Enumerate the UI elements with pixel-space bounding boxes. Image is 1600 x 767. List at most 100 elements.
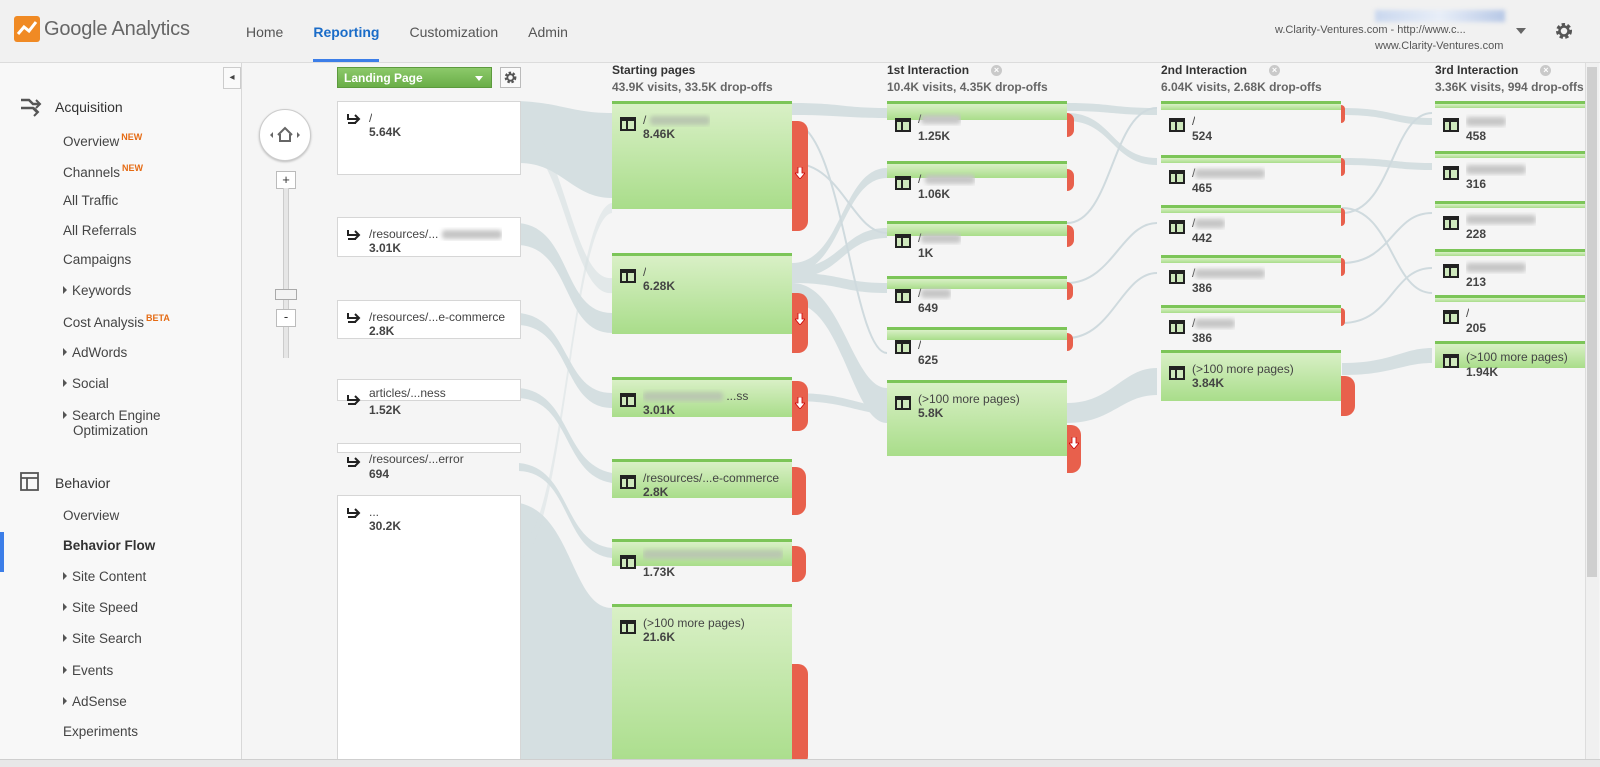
page-node[interactable]: (>100 more pages) 3.84K xyxy=(1161,350,1341,401)
dropoff-bar[interactable] xyxy=(1067,169,1074,191)
page-node[interactable]: / 442 xyxy=(1161,205,1341,245)
landing-node[interactable]: / 5.64K xyxy=(337,101,521,175)
page-node[interactable]: 1.73K xyxy=(612,539,792,579)
sidebar-item-site-search[interactable]: Site Search xyxy=(63,631,142,646)
dropoff-bar[interactable] xyxy=(1341,158,1345,176)
node-title: articles/...ness xyxy=(369,386,446,400)
page-node[interactable]: / 386 xyxy=(1161,255,1341,295)
page-node[interactable]: 213 xyxy=(1435,249,1595,289)
landing-node[interactable]: articles/...ness 1.52K xyxy=(337,379,521,417)
page-node[interactable]: / 8.46K xyxy=(612,101,792,209)
nav-admin[interactable]: Admin xyxy=(528,24,568,40)
sidebar-item-channels[interactable]: Channels NEW xyxy=(63,163,144,180)
sidebar-item-seo[interactable]: Search Engine xyxy=(63,408,161,423)
page-node[interactable]: ...ss 3.01K xyxy=(612,377,792,417)
page-node[interactable]: / 649 xyxy=(887,276,1067,315)
nav-reporting[interactable]: Reporting xyxy=(313,0,380,62)
page-node[interactable]: / 524 xyxy=(1161,101,1341,143)
page-node[interactable]: / 6.28K xyxy=(612,253,792,334)
sidebar-item-all-traffic[interactable]: All Traffic xyxy=(63,193,119,208)
sidebar-item-all-referrals[interactable]: All Referrals xyxy=(63,223,137,238)
landing-node[interactable]: /resources/... 3.01K xyxy=(337,217,521,257)
dropoff-bar[interactable] xyxy=(792,664,808,766)
pan-home-control[interactable] xyxy=(259,109,311,161)
zoom-slider-track[interactable] xyxy=(283,188,289,358)
node-value: 1.73K xyxy=(643,565,676,579)
collapse-sidebar-button[interactable]: ◂ xyxy=(223,67,241,89)
node-value: 5.8K xyxy=(918,406,944,420)
dropoff-bar[interactable] xyxy=(792,467,806,515)
sidebar-item-site-content[interactable]: Site Content xyxy=(63,569,146,584)
page-node[interactable]: / 1.25K xyxy=(887,101,1067,143)
sidebar-item-adsense[interactable]: AdSense xyxy=(63,694,127,709)
dropoff-bar[interactable] xyxy=(792,121,808,231)
page-node[interactable]: (>100 more pages) 5.8K xyxy=(887,380,1067,456)
dropoff-bar[interactable] xyxy=(1067,113,1074,137)
zoom-in-button[interactable]: + xyxy=(276,171,296,189)
page-node[interactable]: /resources/...e-commerce 2.8K xyxy=(612,459,792,499)
dropoff-bar[interactable] xyxy=(792,381,808,431)
close-icon[interactable]: × xyxy=(1540,65,1552,76)
zoom-out-button[interactable]: - xyxy=(276,309,296,327)
page-node[interactable]: 458 xyxy=(1435,101,1595,143)
vertical-scrollbar[interactable] xyxy=(1585,63,1599,766)
sidebar-item-campaigns[interactable]: Campaigns xyxy=(63,252,132,267)
column-header-3rd-interaction: 3rd Interaction × 3.36K visits, 994 drop-… xyxy=(1435,63,1584,94)
page-node[interactable]: / 205 xyxy=(1435,295,1595,335)
dropoff-bar[interactable] xyxy=(1067,225,1074,247)
sidebar-item-keywords[interactable]: Keywords xyxy=(63,283,131,298)
dimension-dropdown[interactable]: Landing Page xyxy=(337,67,492,88)
page-node[interactable]: / 625 xyxy=(887,327,1067,367)
sidebar-section-label: Acquisition xyxy=(55,99,123,115)
sidebar-item-adwords[interactable]: AdWords xyxy=(63,345,127,360)
dropoff-bar[interactable] xyxy=(1341,376,1355,416)
horizontal-scrollbar[interactable] xyxy=(0,759,1600,767)
dropoff-bar[interactable] xyxy=(1067,333,1073,351)
dropoff-bar[interactable] xyxy=(1341,308,1345,326)
node-title: / xyxy=(918,231,962,245)
page-node[interactable]: / 1K xyxy=(887,221,1067,260)
landing-node[interactable]: ... 30.2K xyxy=(337,495,521,766)
sidebar-item-overview[interactable]: Overview NEW xyxy=(63,132,143,149)
sidebar-item-social[interactable]: Social xyxy=(63,376,109,391)
sidebar-item-behavior-overview[interactable]: Overview xyxy=(63,508,120,523)
page-node[interactable]: / 1.06K xyxy=(887,161,1067,201)
gear-icon[interactable] xyxy=(500,67,521,88)
sidebar-item-site-speed[interactable]: Site Speed xyxy=(63,600,138,615)
node-title: / xyxy=(1192,266,1266,280)
landing-node[interactable]: /resources/...e-commerce 2.8K xyxy=(337,300,521,339)
dropoff-bar[interactable] xyxy=(1341,208,1345,226)
landing-node[interactable]: /resources/...error 694 xyxy=(337,443,521,481)
sidebar-item-seo-line2[interactable]: Optimization xyxy=(73,423,149,438)
nav-home[interactable]: Home xyxy=(246,24,284,40)
behavior-flow-canvas[interactable]: Landing Page + - Starting pages 43.9K vi… xyxy=(242,63,1600,766)
close-icon[interactable]: × xyxy=(1269,65,1281,76)
page-node[interactable]: (>100 more pages) 1.94K xyxy=(1435,341,1595,379)
chevron-down-icon[interactable] xyxy=(1516,28,1526,34)
page-node[interactable]: / 386 xyxy=(1161,305,1341,345)
page-node[interactable]: / 465 xyxy=(1161,155,1341,195)
google-analytics-logo[interactable]: Google Analytics xyxy=(14,16,190,42)
dropoff-bar[interactable] xyxy=(1067,282,1073,300)
sidebar-item-experiments[interactable]: Experiments xyxy=(63,724,139,739)
dropoff-bar[interactable] xyxy=(1341,258,1345,276)
nav-customization[interactable]: Customization xyxy=(409,24,499,40)
scrollbar-thumb[interactable] xyxy=(1587,67,1597,577)
account-view: www.Clarity-Ventures.com xyxy=(1375,40,1504,52)
dropoff-bar[interactable] xyxy=(792,546,806,582)
sidebar-item-cost-analysis[interactable]: Cost Analysis BETA xyxy=(63,313,170,330)
page-node[interactable]: (>100 more pages) 21.6K xyxy=(612,604,792,766)
column-title: 1st Interaction xyxy=(887,63,970,77)
page-node[interactable]: 316 xyxy=(1435,151,1595,191)
zoom-slider-handle[interactable] xyxy=(275,289,297,300)
dropoff-bar[interactable] xyxy=(792,293,808,353)
sidebar-item-events[interactable]: Events xyxy=(63,663,113,678)
sidebar-item-behavior-flow[interactable]: Behavior Flow xyxy=(63,538,156,553)
dropoff-bar[interactable] xyxy=(1067,425,1081,473)
close-icon[interactable]: × xyxy=(991,65,1003,76)
node-value: 442 xyxy=(1192,231,1213,245)
page-node[interactable]: 228 xyxy=(1435,201,1595,241)
dropoff-bar[interactable] xyxy=(1341,105,1345,123)
account-selector[interactable]: w.Clarity-Ventures.com - http://www.c...… xyxy=(1275,4,1515,54)
gear-icon[interactable] xyxy=(1553,20,1575,42)
